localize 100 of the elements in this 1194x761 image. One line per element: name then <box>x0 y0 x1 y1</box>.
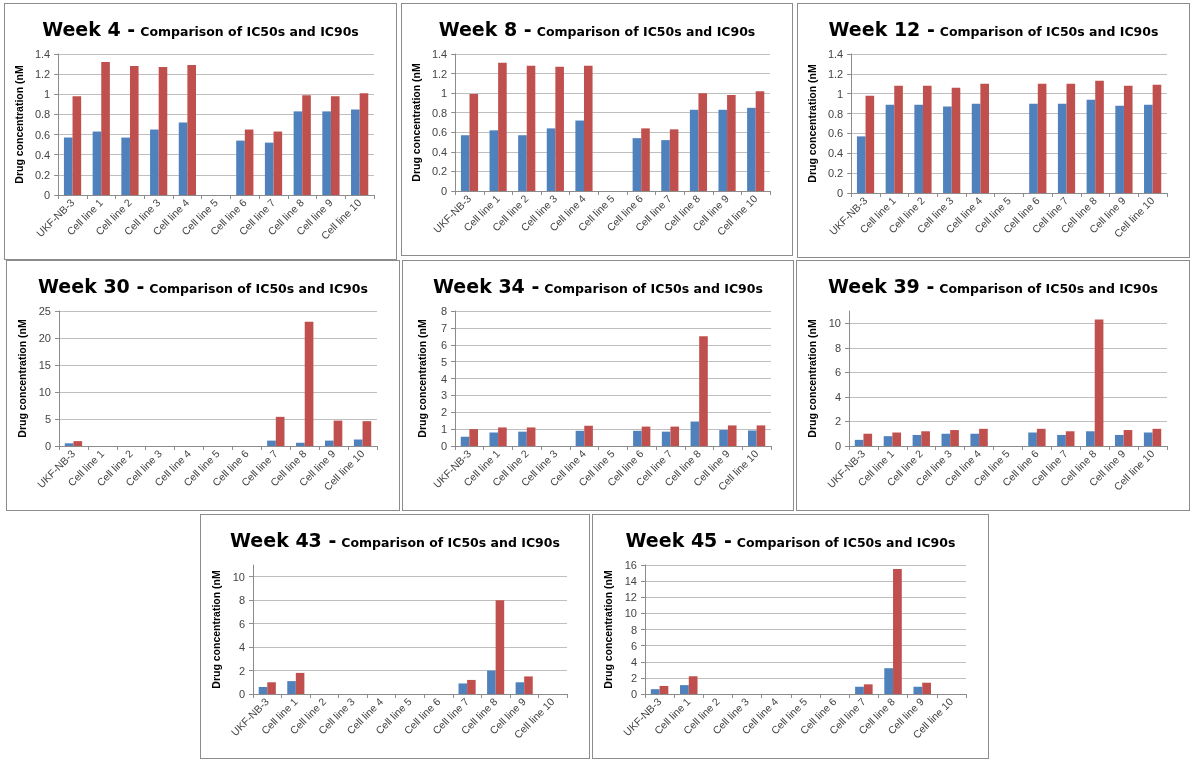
chart-subtitle: Comparison of IC50s and IC90s <box>544 281 763 296</box>
y-tick-label: 5 <box>440 355 447 368</box>
bar <box>73 441 83 446</box>
bar <box>641 426 651 446</box>
y-tick-label: 16 <box>624 559 637 571</box>
bar <box>1037 83 1047 193</box>
bar <box>921 431 930 446</box>
y-tick-label: 1 <box>440 423 447 436</box>
bar <box>515 682 525 694</box>
y-tick-label: 0.4 <box>827 147 844 160</box>
bar <box>1144 104 1153 193</box>
y-tick-label: 1.4 <box>827 48 844 60</box>
bar <box>641 128 650 191</box>
bar <box>680 685 689 694</box>
bar <box>951 87 961 193</box>
y-tick-label: 2 <box>834 415 841 428</box>
bar <box>469 429 478 446</box>
bar <box>275 416 285 446</box>
y-axis-title: Drug concentration (nM <box>805 64 818 183</box>
y-tick-label: 6 <box>440 338 447 351</box>
y-tick-label: 2 <box>238 664 245 677</box>
y-tick-label: 14 <box>624 575 637 588</box>
bar <box>950 430 959 446</box>
bar <box>698 93 708 191</box>
chart-subtitle: Comparison of IC50s and IC90s <box>149 281 368 296</box>
y-tick-label: 8 <box>238 594 245 607</box>
y-tick-label: 0 <box>630 688 637 700</box>
chart-subtitle: Comparison of IC50s and IC90s <box>939 24 1159 39</box>
y-tick-label: 8 <box>630 623 637 636</box>
bar <box>1143 432 1153 446</box>
bar <box>101 62 110 195</box>
y-tick-label: 1 <box>44 88 51 101</box>
chart-subtitle: Comparison of IC50s and IC90s <box>341 535 560 550</box>
y-tick-label: 4 <box>834 390 841 403</box>
chart-title: Week 12 - <box>828 17 935 40</box>
chart-title: Week 8 - <box>438 17 532 40</box>
bar <box>1152 84 1162 193</box>
bar <box>258 686 268 694</box>
bar <box>1036 428 1046 446</box>
bar <box>460 135 470 191</box>
bar <box>362 421 372 446</box>
y-axis-title: Drug concentration (nM <box>12 65 25 184</box>
bar <box>727 425 737 446</box>
bar <box>467 679 476 694</box>
bar <box>719 429 728 446</box>
bar <box>351 109 360 195</box>
y-tick-label: 6 <box>834 366 841 379</box>
y-tick-label: 10 <box>232 570 245 583</box>
y-tick-label: 1.2 <box>827 67 844 80</box>
y-tick-label: 10 <box>624 607 637 620</box>
y-tick-label: 5 <box>44 413 51 425</box>
bar <box>518 431 527 446</box>
bar <box>670 426 680 446</box>
bar <box>894 85 903 193</box>
bar <box>1086 99 1096 193</box>
bar <box>970 433 980 446</box>
y-axis-title: Drug concentration (nM <box>602 570 615 689</box>
y-tick-label: 0 <box>440 440 447 452</box>
chart-title: Week 43 - <box>230 528 337 551</box>
bar <box>302 95 311 195</box>
bar <box>865 95 875 193</box>
bar <box>1114 434 1124 446</box>
y-axis-title: Drug concentration (nM <box>415 319 428 438</box>
bar <box>526 65 536 191</box>
y-tick-label: 20 <box>38 332 51 344</box>
bar <box>304 321 314 446</box>
bar <box>1115 105 1124 193</box>
y-tick-label: 4 <box>238 641 245 654</box>
bar <box>863 433 873 446</box>
bar <box>892 432 902 446</box>
y-tick-label: 3 <box>440 389 447 402</box>
bar <box>856 136 866 193</box>
bar <box>575 120 584 191</box>
bar <box>632 138 642 191</box>
chart-subtitle: Comparison of IC50s and IC90s <box>140 24 359 39</box>
y-tick-label: 8 <box>440 305 447 317</box>
chart-subtitle: Comparison of IC50s and IC90s <box>939 281 1158 296</box>
chart-title: Week 45 - <box>625 528 732 551</box>
bar <box>489 432 499 446</box>
y-tick-label: 4 <box>630 655 637 668</box>
bar <box>661 431 671 446</box>
bar <box>650 689 660 694</box>
bar <box>1152 428 1162 446</box>
bar <box>458 683 468 694</box>
bar <box>1094 319 1104 446</box>
bar <box>498 62 507 191</box>
bar <box>1057 103 1067 193</box>
bar <box>518 135 527 191</box>
bar <box>718 109 728 191</box>
y-tick-label: 0.2 <box>431 165 448 178</box>
y-tick-label: 0.2 <box>827 167 844 180</box>
y-tick-label: 0.8 <box>431 106 448 119</box>
y-tick-label: 1.4 <box>34 48 51 60</box>
bar <box>469 94 479 191</box>
bar <box>92 131 102 195</box>
bar <box>980 83 989 193</box>
y-tick-label: 0 <box>837 187 844 199</box>
bar <box>1095 80 1104 193</box>
y-axis-title: Drug concentration (nM <box>806 319 819 438</box>
y-tick-label: 0 <box>44 440 51 452</box>
